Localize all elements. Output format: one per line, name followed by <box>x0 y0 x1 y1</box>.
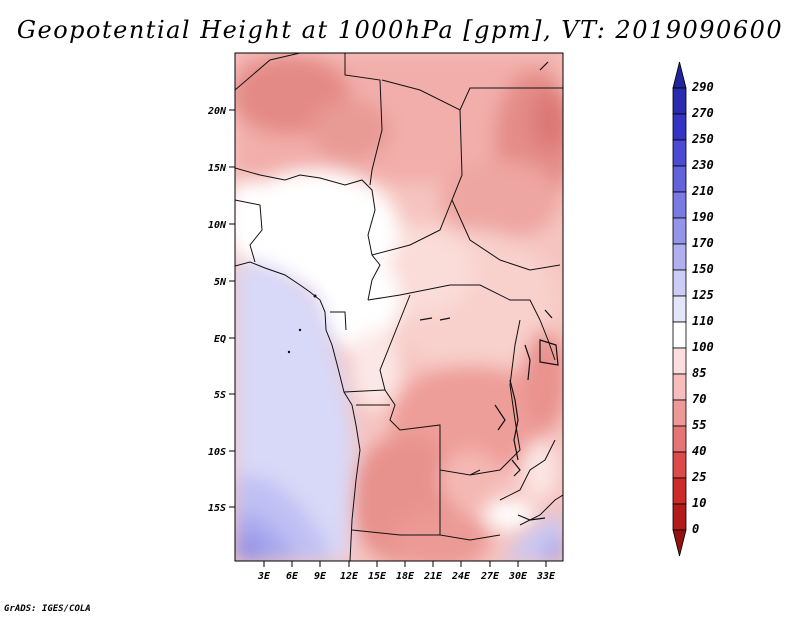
colorbar-segment <box>672 165 687 193</box>
colorbar-segments <box>672 61 687 557</box>
colorbar-label: 290 <box>691 80 714 94</box>
lat-label: 10S <box>208 447 226 458</box>
lat-label: 20N <box>207 106 227 117</box>
lon-label: 12E <box>340 571 359 582</box>
lon-label: 27E <box>480 571 500 582</box>
colorbar-label: 150 <box>692 262 714 276</box>
colorbar-label: 270 <box>691 106 714 120</box>
lat-label: 15S <box>208 503 226 514</box>
colorbar-segment <box>672 87 687 115</box>
lon-label: 24E <box>451 571 471 582</box>
colorbar-segment <box>672 399 687 427</box>
colorbar-segment <box>672 477 687 505</box>
colorbar-label: 230 <box>691 158 714 172</box>
colorbar-segment <box>672 347 687 375</box>
lon-label: 6E <box>286 571 299 582</box>
colorbar-segment <box>672 425 687 453</box>
colorbar-label: 70 <box>692 392 706 406</box>
map-frame <box>234 52 564 562</box>
lat-label: 5N <box>214 277 227 288</box>
lon-label: 30E <box>508 571 528 582</box>
colorbar-segment <box>672 61 687 89</box>
colorbar-label: 210 <box>691 184 714 198</box>
lon-label: 3E <box>257 571 271 582</box>
lat-label: 10N <box>208 220 227 231</box>
colorbar-label: 55 <box>692 418 706 432</box>
lon-label: 33E <box>536 571 556 582</box>
colorbar-segment <box>672 503 687 531</box>
colorbar-label: 170 <box>692 236 714 250</box>
colorbar-label: 110 <box>692 314 714 328</box>
colorbar-segment <box>672 269 687 297</box>
colorbar-label: 25 <box>691 470 706 484</box>
colorbar-segment <box>672 295 687 323</box>
colorbar-label: 250 <box>691 132 714 146</box>
colorbar-labels: 290 270 250 230 210 190 170 150 125 110 … <box>691 80 714 536</box>
colorbar-label: 125 <box>692 288 714 302</box>
lat-ticks: 20N 15N 10N 5N EQ 5S 10S 15S <box>207 106 235 514</box>
height-field <box>235 53 563 561</box>
colorbar-segment <box>672 191 687 219</box>
colorbar-segment <box>672 451 687 479</box>
colorbar-segment <box>672 139 687 167</box>
lat-label: EQ <box>214 334 226 345</box>
country-borders <box>235 53 563 561</box>
lon-ticks: 3E 6E 9E 12E 15E 18E 21E 24E 27E 30E 33E <box>257 561 556 582</box>
colorbar-segment <box>672 321 687 349</box>
lakes <box>419 61 559 521</box>
colorbar-segment <box>672 217 687 245</box>
lat-label: 15N <box>208 163 227 174</box>
lon-label: 21E <box>423 571 443 582</box>
colorbar-label: 190 <box>692 210 714 224</box>
colorbar-segment <box>672 373 687 401</box>
colorbar-label: 10 <box>692 496 706 510</box>
colorbar-segment <box>672 529 687 557</box>
colorbar-segment <box>672 243 687 271</box>
lon-label: 15E <box>368 571 387 582</box>
lon-label: 9E <box>314 571 327 582</box>
colorbar: 290 270 250 230 210 190 170 150 125 110 … <box>672 61 714 557</box>
colorbar-label: 85 <box>692 366 706 380</box>
islands <box>287 294 317 354</box>
lon-label: 18E <box>396 571 415 582</box>
colorbar-label: 40 <box>692 444 706 458</box>
colorbar-label: 100 <box>692 340 714 354</box>
figure-title: Geopotential Height at 1000hPa [gpm], VT… <box>16 16 784 44</box>
grads-credit: GrADS: IGES/COLA <box>4 604 91 614</box>
lat-label: 5S <box>214 390 226 401</box>
colorbar-label: 0 <box>692 522 699 536</box>
colorbar-segment <box>672 113 687 141</box>
